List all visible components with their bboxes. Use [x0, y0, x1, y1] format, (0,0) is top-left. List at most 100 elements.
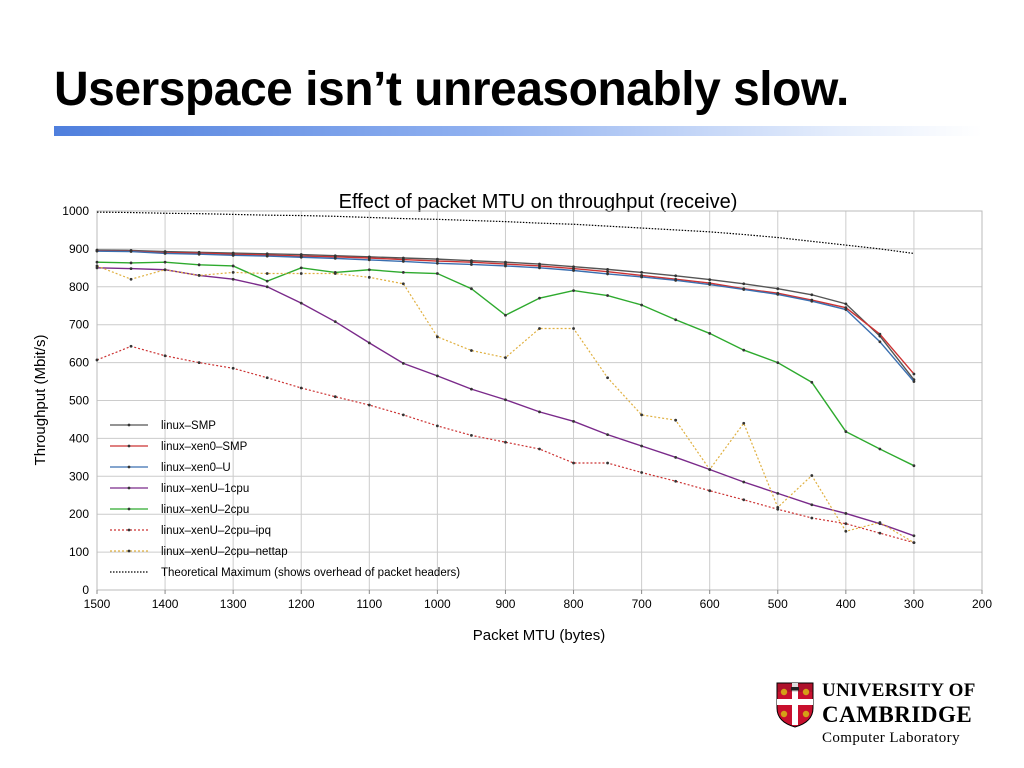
data-point: [708, 489, 712, 493]
y-tick-label: 1000: [62, 204, 89, 218]
data-point: [776, 491, 780, 495]
data-point: [401, 260, 405, 263]
x-tick-label: 1200: [288, 597, 315, 611]
data-point: [470, 349, 473, 352]
data-point: [435, 259, 439, 263]
data-point: [538, 447, 541, 451]
data-point: [810, 299, 814, 303]
data-point: [742, 421, 746, 425]
legend-marker: [127, 444, 131, 448]
data-point: [640, 275, 644, 279]
data-point: [776, 505, 780, 509]
data-point: [572, 289, 575, 292]
x-tick-label: 700: [632, 597, 652, 611]
data-point: [231, 277, 235, 281]
y-axis-label: Throughput (Mbit/s): [32, 335, 49, 466]
series-7: [96, 211, 915, 255]
x-tick-label: 1000: [424, 597, 451, 611]
data-point: [435, 374, 439, 378]
data-point: [742, 282, 746, 286]
legend-marker: [127, 528, 131, 532]
series-line: [96, 211, 915, 255]
data-point: [640, 444, 644, 448]
data-point: [299, 301, 303, 305]
data-point: [810, 503, 814, 507]
title-underline: [54, 126, 982, 136]
data-point: [776, 287, 780, 291]
data-point: [367, 258, 371, 262]
data-point: [265, 254, 269, 258]
data-point: [333, 320, 337, 324]
data-point: [470, 287, 473, 291]
data-point: [640, 413, 644, 417]
data-point: [674, 274, 678, 278]
data-point: [844, 302, 848, 306]
series-6: [95, 264, 916, 545]
data-point: [538, 410, 541, 414]
data-point: [367, 341, 371, 345]
data-point: [367, 403, 371, 407]
data-point: [504, 264, 507, 268]
chart-series: [95, 211, 916, 545]
logo-text-department: Computer Laboratory: [822, 730, 960, 746]
data-point: [401, 270, 405, 274]
data-point: [163, 260, 167, 264]
legend-marker: [127, 423, 131, 427]
y-tick-label: 700: [69, 318, 89, 332]
series-4: [95, 260, 916, 468]
y-tick-label: 500: [69, 394, 89, 408]
x-tick-label: 1300: [220, 597, 247, 611]
x-tick-label: 800: [564, 597, 584, 611]
data-point: [435, 335, 439, 339]
data-point: [674, 455, 678, 459]
data-point: [163, 252, 167, 255]
data-point: [129, 344, 133, 348]
data-point: [878, 521, 882, 524]
data-point: [197, 263, 201, 267]
data-point: [504, 356, 507, 360]
data-point: [572, 269, 575, 272]
legend-entry: linux–xenU–2cpu–nettap: [161, 546, 288, 558]
legend-entry: linux–xenU–1cpu: [161, 483, 249, 495]
chart-axes: 0 100 200 300 400 500 600 700 800 900 1000 1500 1400…: [62, 204, 992, 611]
data-point: [810, 516, 814, 520]
x-tick-label: 900: [495, 597, 515, 611]
data-point: [129, 261, 133, 265]
y-tick-label: 400: [69, 431, 89, 445]
data-point: [504, 440, 507, 444]
data-point: [708, 283, 712, 286]
legend-entry: Theoretical Maximum (shows overhead of p…: [161, 567, 460, 579]
x-tick-label: 1400: [152, 597, 179, 611]
data-point: [742, 498, 746, 502]
data-point: [197, 252, 201, 256]
data-point: [231, 270, 235, 274]
data-point: [197, 361, 201, 364]
series-2: [95, 249, 916, 383]
chart-title: Effect of packet MTU on throughput (rece…: [339, 191, 738, 213]
data-point: [572, 419, 575, 423]
data-point: [844, 512, 848, 515]
data-point: [878, 531, 882, 535]
data-point: [912, 380, 916, 383]
data-point: [844, 308, 848, 311]
data-point: [708, 278, 712, 281]
data-point: [470, 387, 473, 391]
data-point: [367, 275, 371, 279]
plot-frame: [96, 210, 983, 591]
data-point: [606, 267, 609, 271]
data-point: [810, 380, 814, 384]
data-point: [265, 376, 269, 380]
data-point: [470, 263, 473, 266]
data-point: [606, 294, 609, 297]
data-point: [401, 282, 405, 286]
logo-text-university-of: UNIVERSITY OF: [822, 680, 976, 701]
data-point: [742, 288, 746, 291]
data-point: [844, 522, 848, 526]
data-point: [572, 461, 575, 465]
university-logo: UNIVERSITY OF CAMBRIDGE Computer Laborat…: [776, 680, 986, 752]
data-point: [844, 529, 848, 533]
x-tick-label: 1500: [84, 597, 111, 611]
x-tick-label: 1100: [356, 597, 382, 611]
data-point: [776, 292, 780, 296]
data-point: [640, 471, 644, 474]
